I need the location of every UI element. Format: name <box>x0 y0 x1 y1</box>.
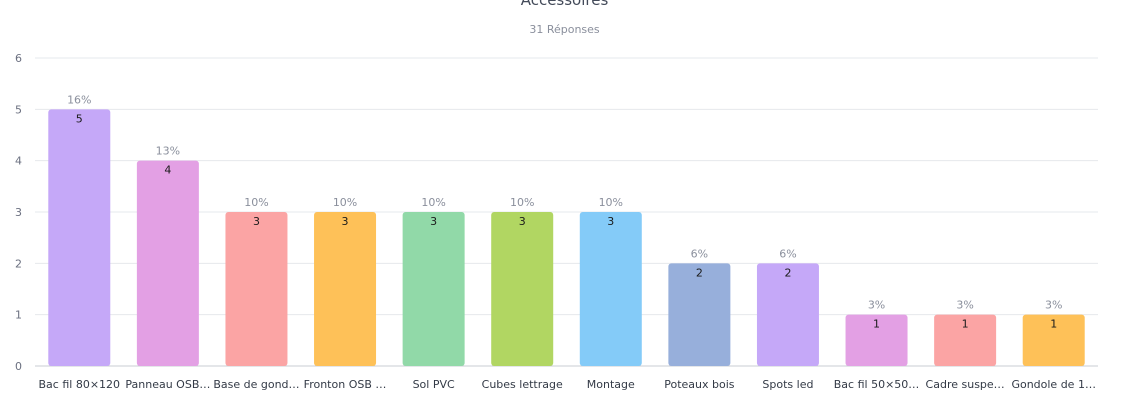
chart-title: Accessoires <box>520 0 609 9</box>
bar <box>402 212 465 366</box>
bar <box>579 212 642 366</box>
y-tick-label: 2 <box>15 257 22 270</box>
category-label: Cubes lettrage <box>482 378 563 391</box>
percent-label: 6% <box>691 247 708 260</box>
bar <box>1022 314 1085 366</box>
value-label: 2 <box>784 266 791 279</box>
y-tick-label: 6 <box>15 52 22 65</box>
grid-lines <box>35 57 1098 367</box>
y-tick-label: 4 <box>15 155 22 168</box>
category-label: Poteaux bois <box>664 378 735 391</box>
category-label: Sol PVC <box>413 378 455 391</box>
y-tick-label: 3 <box>15 206 22 219</box>
percent-label: 3% <box>1045 299 1062 312</box>
bar <box>668 263 731 366</box>
category-label: Bac fil 80×120 <box>39 378 121 391</box>
bar <box>48 109 111 366</box>
percent-label: 6% <box>779 247 796 260</box>
percent-label: 3% <box>868 299 885 312</box>
bar <box>225 212 288 366</box>
percent-label: 10% <box>599 196 623 209</box>
percent-label: 13% <box>156 145 180 158</box>
category-label: Base de gond… <box>213 378 299 391</box>
value-label: 5 <box>76 112 83 125</box>
bars: 16%513%410%310%310%310%310%36%26%23%13%1… <box>48 93 1085 366</box>
value-label: 4 <box>164 164 171 177</box>
x-axis: Bac fil 80×120 Panneau OSB… Base de gond… F… <box>39 378 1096 391</box>
category-label: Cadre suspe… <box>926 378 1005 391</box>
percent-label: 3% <box>956 299 973 312</box>
y-axis: 0 1 2 3 4 5 6 <box>15 52 22 373</box>
bar <box>136 160 199 366</box>
value-label: 1 <box>1050 318 1057 331</box>
y-tick-label: 0 <box>15 360 22 373</box>
value-label: 3 <box>607 215 614 228</box>
category-label: Montage <box>587 378 635 391</box>
value-label: 1 <box>873 318 880 331</box>
value-label: 2 <box>696 266 703 279</box>
percent-label: 10% <box>333 196 357 209</box>
value-label: 3 <box>253 215 260 228</box>
bar <box>491 212 554 366</box>
percent-label: 10% <box>421 196 445 209</box>
y-tick-label: 5 <box>15 103 22 116</box>
response-count: 31 Réponses <box>529 23 600 36</box>
category-label: Gondole de 1… <box>1011 378 1096 391</box>
bar <box>845 314 908 366</box>
y-tick-label: 1 <box>15 309 22 322</box>
category-label: Panneau OSB… <box>125 378 210 391</box>
bar <box>314 212 377 366</box>
percent-label: 16% <box>67 93 91 106</box>
value-label: 3 <box>519 215 526 228</box>
value-label: 1 <box>962 318 969 331</box>
category-label: Spots led <box>762 378 813 391</box>
category-label: Fronton OSB … <box>304 378 387 391</box>
percent-label: 10% <box>244 196 268 209</box>
value-label: 3 <box>342 215 349 228</box>
percent-label: 10% <box>510 196 534 209</box>
value-label: 3 <box>430 215 437 228</box>
bar <box>756 263 819 366</box>
category-label: Bac fil 50×50… <box>834 378 920 391</box>
bar <box>934 314 997 366</box>
